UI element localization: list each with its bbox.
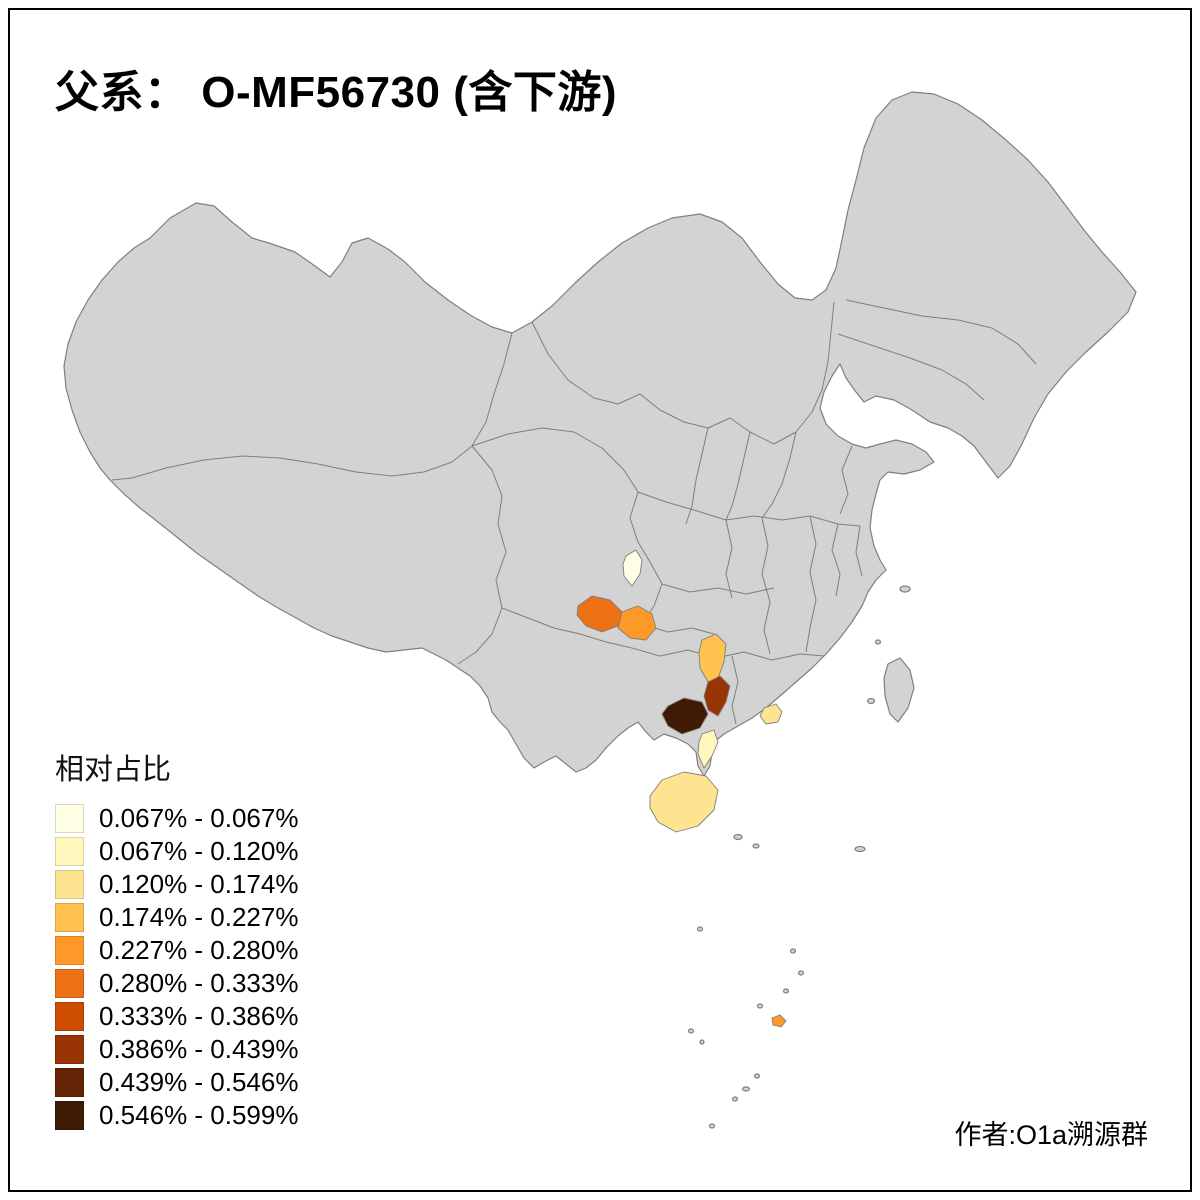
island-speck [696, 926, 704, 932]
legend-swatch [55, 837, 84, 866]
province-border-line [731, 655, 739, 725]
island-speck [733, 833, 743, 841]
legend-swatch [55, 969, 84, 998]
region-guangdong-west [759, 703, 783, 725]
legend-label: 0.386% - 0.439% [99, 1034, 299, 1064]
taiwan-island [883, 657, 915, 723]
region-leizhou-strip [697, 729, 719, 769]
province-border-line [661, 583, 775, 595]
province-border-line [725, 519, 733, 599]
legend-item: 0.174% - 0.227% [55, 901, 298, 934]
legend-swatch [55, 1068, 84, 1097]
legend-item: 0.386% - 0.439% [55, 1033, 298, 1066]
island-speck [752, 843, 760, 849]
province-border-line [457, 445, 507, 665]
base-land [63, 91, 1137, 1129]
province-border-line [845, 299, 1037, 365]
legend-swatch [55, 870, 84, 899]
province-border-line [685, 427, 709, 525]
legend-label: 0.546% - 0.599% [99, 1100, 299, 1130]
page-title: 父系： O-MF56730 (含下游) [55, 68, 618, 117]
island-speck [797, 970, 805, 976]
province-border-line [631, 647, 825, 661]
island-speck [789, 948, 797, 954]
province-border-line [471, 427, 639, 493]
island-speck [699, 1039, 705, 1045]
region-guangxi-southwest [661, 697, 709, 735]
legend-swatch [55, 804, 84, 833]
island-speck [708, 1123, 716, 1129]
legend-item: 0.546% - 0.599% [55, 1099, 298, 1132]
legend-item: 0.067% - 0.120% [55, 835, 298, 868]
legend-label: 0.174% - 0.227% [99, 902, 299, 932]
region-guangxi-central [703, 675, 731, 717]
region-south-sea-island [771, 1014, 787, 1028]
legend-item: 0.280% - 0.333% [55, 967, 298, 1000]
legend-item: 0.067% - 0.067% [55, 802, 298, 835]
province-border-line [501, 607, 633, 649]
legend-item: 0.227% - 0.280% [55, 934, 298, 967]
province-border-line [805, 515, 817, 653]
region-sichuan-southwest [576, 595, 623, 633]
island-speck [741, 1086, 751, 1092]
province-border-line [531, 301, 835, 445]
province-border-line [761, 431, 797, 519]
legend-label: 0.280% - 0.333% [99, 968, 299, 998]
island-speck [899, 585, 911, 593]
region-chongqing-sliver [622, 549, 643, 587]
island-speck [782, 988, 790, 994]
province-border-line [837, 333, 985, 401]
legend-label: 0.333% - 0.386% [99, 1001, 299, 1031]
legend-label: 0.120% - 0.174% [99, 869, 299, 899]
legend-title: 相对占比 [55, 754, 172, 786]
island-speck [874, 639, 882, 645]
highlight-regions [576, 549, 787, 1028]
legend-label: 0.439% - 0.546% [99, 1067, 299, 1097]
province-border-line [637, 491, 861, 527]
region-hainan-island [649, 771, 719, 833]
author-credit: 作者:O1a溯源群 [954, 1120, 1148, 1150]
island-speck [731, 1096, 739, 1102]
province-border-line [831, 523, 841, 597]
province-border-line [761, 517, 771, 655]
legend-swatch [55, 903, 84, 932]
province-border-line [839, 445, 853, 515]
province-borders [111, 299, 1037, 725]
island-speck [687, 1028, 695, 1034]
region-sichuan-south [617, 605, 657, 641]
mainland-china-shape [63, 91, 1137, 777]
island-speck [854, 845, 866, 853]
island-speck [756, 1003, 764, 1009]
legend-label: 0.067% - 0.120% [99, 836, 299, 866]
legend: 相对占比 0.067% - 0.067% 0.067% - 0.120% 0.1… [55, 746, 298, 1132]
legend-item: 0.439% - 0.546% [55, 1066, 298, 1099]
legend-swatch [55, 936, 84, 965]
province-border-line [111, 332, 513, 481]
island-speck [753, 1073, 761, 1079]
legend-item: 0.333% - 0.386% [55, 1000, 298, 1033]
legend-swatch [55, 1035, 84, 1064]
legend-swatch [55, 1002, 84, 1031]
province-border-line [725, 431, 751, 521]
legend-swatch [55, 1101, 84, 1130]
province-border-line [855, 525, 863, 577]
province-border-line [629, 491, 663, 625]
legend-label: 0.227% - 0.280% [99, 935, 299, 965]
legend-item: 0.120% - 0.174% [55, 868, 298, 901]
legend-label: 0.067% - 0.067% [99, 803, 299, 833]
island-speck [866, 697, 876, 705]
